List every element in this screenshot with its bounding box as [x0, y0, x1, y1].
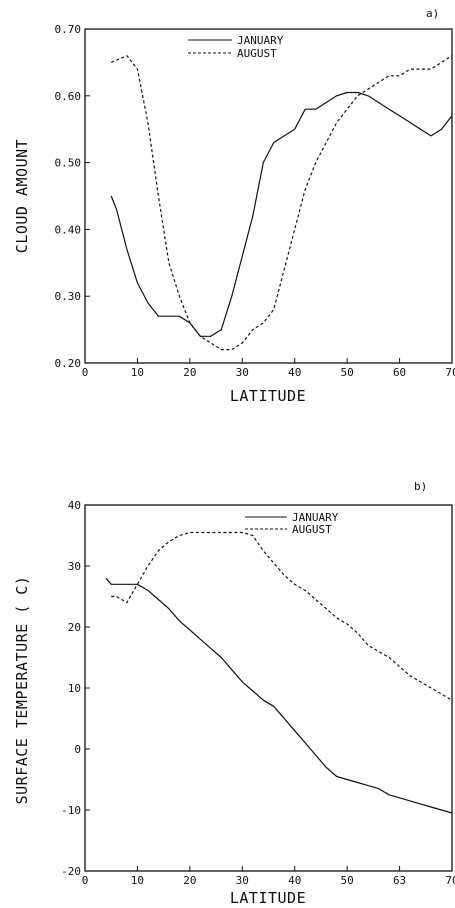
panel-a: a) LATITUDE CLOUD AMOUNT 0 10 20 30 40 50 60 7 0…	[13, 7, 455, 405]
panel-a-x-tick-label: 60	[393, 366, 406, 379]
panel-a-x-axis-title: LATITUDE	[230, 387, 306, 405]
panel-a-x-tick-label: 30	[236, 366, 249, 379]
panel-a-plot-frame	[84, 28, 453, 364]
panel-a-y-tick-label: 0.70	[55, 23, 82, 36]
panel-b-y-tick-label: 0	[74, 743, 81, 756]
panel-a-legend-label-august: AUGUST	[237, 47, 277, 60]
panel-b-series-line-january	[105, 577, 453, 814]
panel-a-ticks: 0 10 20 30 40 50 60 70 0.20 0.30 0.40 0.50 0.60 0.70	[55, 23, 455, 379]
panel-b-series-line-august	[111, 531, 453, 701]
panel-a-legend: JANUARY AUGUST	[188, 34, 284, 60]
panel-a-y-tick-label: 0.50	[55, 157, 82, 170]
panel-b-y-axis-title: SURFACE TEMPERATURE ( C)	[13, 576, 31, 805]
panel-b-x-tick-label: 10	[131, 874, 144, 887]
panel-b-label: b)	[414, 480, 427, 493]
panel-a-y-axis-title: CLOUD AMOUNT	[13, 139, 31, 253]
panel-b-y-tick-label: -20	[61, 865, 81, 878]
panel-b-legend: JANUARY AUGUST	[245, 511, 339, 536]
panel-a-x-tick-label: 0	[82, 366, 89, 379]
panel-a-x-tick-label: 20	[183, 366, 196, 379]
panel-a-series	[110, 55, 453, 351]
panel-a-y-tick-label: 0.30	[55, 290, 82, 303]
panel-a-y-tick-label: 0.40	[55, 223, 82, 236]
panel-a-y-tick-label: 0.60	[55, 90, 82, 103]
panel-b-x-axis-title: LATITUDE	[230, 889, 306, 907]
panel-a-x-tick-label: 70	[445, 366, 455, 379]
panel-b-x-tick-label: 50	[341, 874, 354, 887]
panel-b-series	[105, 531, 453, 814]
panel-a-series-line-january	[110, 91, 453, 337]
panel-b-y-tick-label: 10	[68, 682, 81, 695]
panel-b-y-tick-label: -10	[61, 804, 81, 817]
panel-b-x-tick-label: 20	[183, 874, 196, 887]
panel-b-x-tick-label: 63	[393, 874, 406, 887]
panel-a-legend-label-january: JANUARY	[237, 34, 284, 47]
panel-a-label: a)	[426, 7, 439, 20]
panel-b-x-tick-label: 70	[445, 874, 455, 887]
panel-b-legend-label-august: AUGUST	[292, 523, 332, 536]
panel-a-x-tick-label: 40	[288, 366, 301, 379]
panel-b: b) LATITUDE SURFACE TEMPERATURE ( C) 0 10…	[13, 480, 455, 907]
panel-b-legend-label-january: JANUARY	[292, 511, 339, 524]
panel-a-y-tick-label: 0.20	[55, 357, 82, 370]
panel-a-x-tick-label: 10	[131, 366, 144, 379]
panel-b-plot-frame	[84, 504, 453, 872]
panel-b-y-tick-label: 20	[68, 621, 81, 634]
panel-a-series-line-august	[110, 55, 453, 351]
panel-b-ticks: 0 10 20 30 40 50 63 70 -20 -10 0 10 20 30 40	[61, 499, 455, 887]
panel-b-x-tick-label: 40	[288, 874, 301, 887]
panel-a-x-tick-label: 50	[341, 366, 354, 379]
panel-b-x-tick-label: 30	[236, 874, 249, 887]
panel-b-y-tick-label: 40	[68, 499, 81, 512]
panel-b-x-tick-label: 0	[82, 874, 89, 887]
panel-b-y-tick-label: 30	[68, 560, 81, 573]
